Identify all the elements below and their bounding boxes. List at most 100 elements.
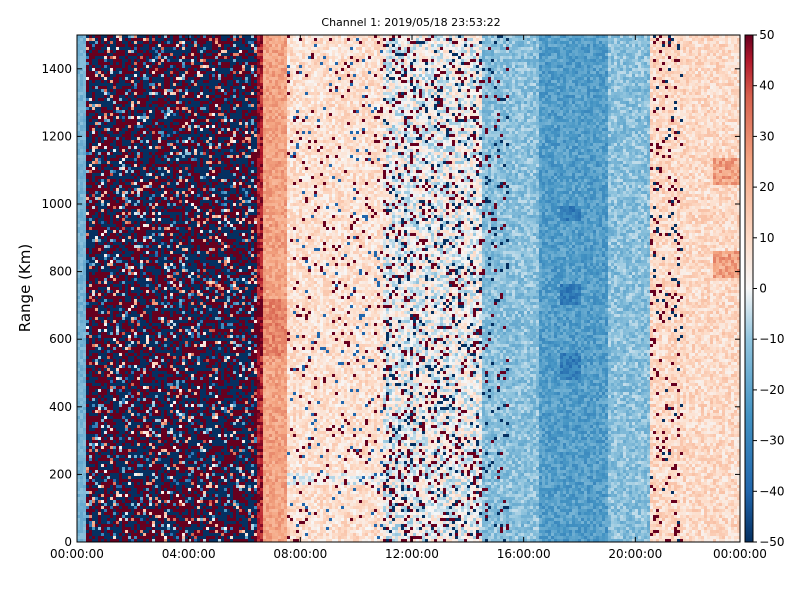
heatmap-cell	[122, 524, 125, 527]
heatmap-cell	[95, 404, 98, 407]
heatmap-cell	[101, 530, 104, 533]
heatmap-cell	[122, 272, 125, 275]
heatmap-cell	[101, 404, 104, 407]
heatmap-cell	[95, 440, 98, 443]
heatmap-cell	[77, 209, 80, 212]
heatmap-cell	[95, 287, 98, 290]
heatmap-cell	[122, 53, 125, 56]
heatmap-cell	[122, 434, 125, 437]
heatmap-cell	[113, 293, 116, 296]
heatmap-cell	[116, 473, 119, 476]
heatmap-cell	[92, 467, 95, 470]
heatmap-cell	[77, 35, 80, 38]
heatmap-cell	[128, 248, 131, 251]
heatmap-cell	[80, 464, 83, 467]
heatmap-cell	[89, 80, 92, 83]
heatmap-cell	[125, 239, 128, 242]
heatmap-cell	[107, 122, 110, 125]
heatmap-cell	[116, 485, 119, 488]
heatmap-cell	[83, 272, 86, 275]
heatmap-cell	[107, 359, 110, 362]
heatmap-cell	[128, 125, 131, 128]
heatmap-cell	[128, 56, 131, 59]
heatmap-cell	[131, 290, 134, 293]
heatmap-cell	[113, 482, 116, 485]
heatmap-cell	[128, 467, 131, 470]
heatmap-cell	[125, 464, 128, 467]
heatmap-cell	[89, 392, 92, 395]
heatmap-cell	[92, 329, 95, 332]
heatmap-cell	[89, 263, 92, 266]
heatmap-cell	[101, 62, 104, 65]
heatmap-cell	[95, 299, 98, 302]
heatmap-cell	[86, 308, 89, 311]
heatmap-cell	[83, 251, 86, 254]
heatmap-cell	[98, 80, 101, 83]
heatmap-cell	[95, 104, 98, 107]
heatmap-cell	[116, 80, 119, 83]
heatmap-cell	[125, 164, 128, 167]
heatmap-cell	[95, 164, 98, 167]
heatmap-cell	[113, 224, 116, 227]
heatmap-cell	[77, 422, 80, 425]
heatmap-cell	[77, 89, 80, 92]
heatmap-cell	[107, 317, 110, 320]
heatmap-cell	[104, 410, 107, 413]
heatmap-cell	[116, 107, 119, 110]
heatmap-cell	[80, 176, 83, 179]
heatmap-cell	[107, 401, 110, 404]
heatmap-cell	[122, 188, 125, 191]
heatmap-cell	[101, 365, 104, 368]
heatmap-cell	[104, 203, 107, 206]
heatmap-cell	[95, 371, 98, 374]
heatmap-cell	[98, 455, 101, 458]
heatmap-cell	[80, 323, 83, 326]
heatmap-cell	[86, 344, 89, 347]
heatmap-cell	[134, 53, 137, 56]
heatmap-cell	[98, 44, 101, 47]
heatmap-cell	[98, 167, 101, 170]
heatmap-cell	[104, 341, 107, 344]
heatmap-cell	[125, 395, 128, 398]
heatmap-cell	[128, 380, 131, 383]
heatmap-cell	[131, 368, 134, 371]
heatmap-cell	[125, 281, 128, 284]
heatmap-cell	[98, 89, 101, 92]
heatmap-cell	[101, 416, 104, 419]
heatmap-cell	[116, 185, 119, 188]
heatmap-cell	[92, 470, 95, 473]
heatmap-cell	[95, 92, 98, 95]
heatmap-cell	[95, 410, 98, 413]
heatmap-cell	[80, 77, 83, 80]
heatmap-cell	[116, 257, 119, 260]
heatmap-cell	[113, 83, 116, 86]
heatmap-cell	[92, 335, 95, 338]
heatmap-cell	[104, 401, 107, 404]
heatmap-cell	[77, 452, 80, 455]
heatmap-cell	[128, 116, 131, 119]
heatmap-cell	[119, 104, 122, 107]
heatmap-cell	[104, 533, 107, 536]
heatmap-cell	[98, 83, 101, 86]
heatmap-cell	[83, 218, 86, 221]
heatmap-cell	[92, 494, 95, 497]
heatmap-cell	[89, 44, 92, 47]
heatmap-cell	[122, 488, 125, 491]
heatmap-cell	[128, 404, 131, 407]
heatmap-cell	[98, 107, 101, 110]
heatmap-cell	[110, 197, 113, 200]
heatmap-cell	[131, 392, 134, 395]
heatmap-cell	[86, 533, 89, 536]
heatmap-cell	[89, 458, 92, 461]
heatmap-cell	[128, 104, 131, 107]
heatmap-cell	[89, 536, 92, 539]
heatmap-cell	[131, 464, 134, 467]
heatmap-cell	[128, 251, 131, 254]
heatmap-cell	[116, 239, 119, 242]
heatmap-cell	[104, 296, 107, 299]
heatmap-cell	[113, 329, 116, 332]
heatmap-cell	[80, 518, 83, 521]
heatmap-cell	[101, 239, 104, 242]
heatmap-cell	[128, 140, 131, 143]
heatmap-cell	[77, 335, 80, 338]
